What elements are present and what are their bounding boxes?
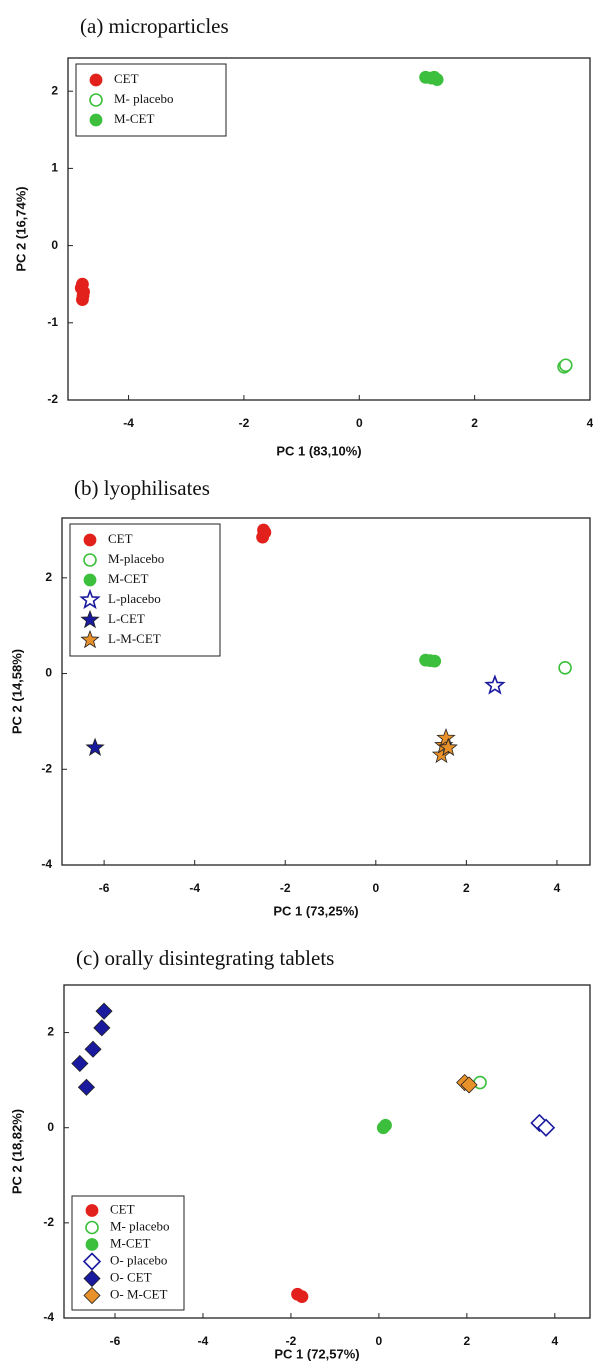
data-point xyxy=(438,737,458,756)
data-point xyxy=(295,1290,309,1303)
y-tick-label: -4 xyxy=(43,1310,54,1324)
legend-label: O- placebo xyxy=(110,1252,167,1267)
x-tick-label: 2 xyxy=(463,881,470,895)
y-tick-label: 2 xyxy=(47,1025,54,1039)
y-tick-label: -1 xyxy=(47,315,58,329)
y-tick-label: -2 xyxy=(41,761,52,775)
legend-marker xyxy=(89,113,103,127)
legend-marker xyxy=(85,1238,99,1251)
data-point xyxy=(558,358,573,373)
x-tick-label: 2 xyxy=(471,416,478,430)
data-point xyxy=(257,523,270,537)
plot-frame xyxy=(63,984,591,1319)
y-axis-label: PC 2 (14,58%) xyxy=(9,649,24,734)
data-point xyxy=(427,70,441,84)
x-tick-label: 4 xyxy=(587,416,593,430)
legend-label: L-CET xyxy=(108,611,145,626)
legend-frame xyxy=(69,523,221,657)
legend-label: CET xyxy=(108,531,133,546)
legend-label: L-M-CET xyxy=(108,631,161,646)
legend-marker xyxy=(83,533,97,547)
legend-marker xyxy=(83,553,97,567)
legend-label: M-CET xyxy=(114,111,155,126)
y-tick-label: 0 xyxy=(47,1120,54,1134)
legend-label: O- M-CET xyxy=(110,1286,167,1301)
x-tick-label: 0 xyxy=(372,881,379,895)
data-point xyxy=(77,1078,95,1096)
y-tick-label: 2 xyxy=(51,83,58,97)
data-point xyxy=(93,1019,111,1037)
x-axis-label: PC 1 (72,57%) xyxy=(274,1346,359,1361)
data-point xyxy=(473,1075,487,1090)
x-tick-label: -4 xyxy=(189,881,200,895)
x-tick-label: -4 xyxy=(198,1334,209,1348)
legend-frame xyxy=(75,63,227,137)
y-tick-label: 2 xyxy=(45,570,52,584)
y-tick-label: -4 xyxy=(41,857,52,871)
plot-frame xyxy=(61,517,591,866)
x-tick-label: 4 xyxy=(554,881,561,895)
legend-marker xyxy=(80,629,100,649)
x-tick-label: -2 xyxy=(286,1334,297,1348)
chart-title: (b) lyophilisates xyxy=(74,476,210,500)
x-tick-label: 0 xyxy=(356,416,363,430)
data-point xyxy=(558,661,572,675)
y-tick-label: 1 xyxy=(51,161,58,175)
data-point xyxy=(71,1054,89,1073)
legend-label: M- placebo xyxy=(110,1218,170,1233)
legend-label: CET xyxy=(110,1201,135,1216)
legend-label: M-placebo xyxy=(108,551,164,566)
x-tick-label: -2 xyxy=(239,416,250,430)
y-axis-label: PC 2 (18,82%) xyxy=(9,1109,24,1194)
x-tick-label: -6 xyxy=(99,881,110,895)
data-point xyxy=(428,654,442,668)
legend-label: M-CET xyxy=(108,571,149,586)
x-tick-label: -2 xyxy=(280,881,291,895)
data-point xyxy=(379,1118,392,1132)
chart-title: (c) orally disintegrating tablets xyxy=(76,946,334,970)
data-point xyxy=(536,1118,556,1137)
plot-frame xyxy=(67,57,591,401)
y-axis-label: PC 2 (16,74%) xyxy=(13,186,28,271)
y-tick-label: 0 xyxy=(51,238,58,252)
legend-label: L-placebo xyxy=(108,591,161,606)
x-axis-label: PC 1 (83,10%) xyxy=(276,443,361,458)
x-tick-label: -4 xyxy=(123,416,134,430)
data-point xyxy=(76,289,90,303)
legend-marker xyxy=(85,1220,99,1235)
data-point xyxy=(84,1040,102,1058)
legend-marker xyxy=(79,588,101,610)
data-point xyxy=(85,737,105,756)
x-tick-label: 2 xyxy=(464,1334,471,1348)
x-tick-label: -6 xyxy=(110,1334,121,1348)
y-tick-label: -2 xyxy=(47,392,58,406)
legend-marker xyxy=(83,573,97,587)
data-point xyxy=(95,1002,113,1020)
legend-marker xyxy=(83,1269,101,1288)
y-tick-label: -2 xyxy=(43,1215,54,1229)
legend-label: CET xyxy=(114,71,139,86)
chart-title: (a) microparticles xyxy=(80,14,229,38)
legend-label: M-CET xyxy=(110,1235,151,1250)
legend-marker xyxy=(82,1252,102,1271)
legend-marker xyxy=(80,609,100,629)
legend-label: M- placebo xyxy=(114,91,174,106)
legend-marker xyxy=(89,93,103,107)
data-point xyxy=(460,1076,478,1094)
legend-marker xyxy=(85,1204,99,1217)
x-axis-label: PC 1 (73,25%) xyxy=(273,903,358,918)
data-point xyxy=(484,674,506,695)
legend-label: O- CET xyxy=(110,1269,152,1284)
x-tick-label: 0 xyxy=(376,1334,383,1348)
y-tick-label: 0 xyxy=(45,666,52,680)
data-point xyxy=(436,728,456,747)
legend-marker xyxy=(83,1286,101,1305)
legend-marker xyxy=(89,73,103,87)
x-tick-label: 4 xyxy=(551,1334,558,1348)
